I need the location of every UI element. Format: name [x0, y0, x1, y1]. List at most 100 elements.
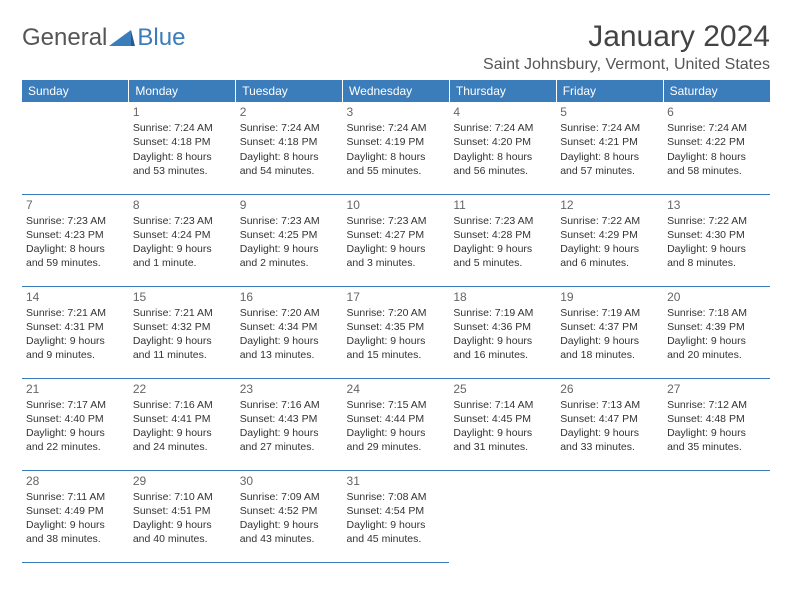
cell-line-d1: Daylight: 8 hours: [453, 150, 552, 164]
calendar-cell: [556, 470, 663, 562]
cell-line-ss: Sunset: 4:45 PM: [453, 412, 552, 426]
cell-line-d1: Daylight: 9 hours: [453, 334, 552, 348]
calendar-cell: 7Sunrise: 7:23 AMSunset: 4:23 PMDaylight…: [22, 194, 129, 286]
calendar-cell: 25Sunrise: 7:14 AMSunset: 4:45 PMDayligh…: [449, 378, 556, 470]
calendar-week-row: 21Sunrise: 7:17 AMSunset: 4:40 PMDayligh…: [22, 378, 770, 470]
cell-line-d1: Daylight: 8 hours: [133, 150, 232, 164]
cell-line-d1: Daylight: 9 hours: [240, 334, 339, 348]
cell-line-d1: Daylight: 9 hours: [347, 334, 446, 348]
cell-line-d1: Daylight: 8 hours: [667, 150, 766, 164]
cell-line-ss: Sunset: 4:48 PM: [667, 412, 766, 426]
cell-line-d2: and 15 minutes.: [347, 348, 446, 362]
day-number: 29: [133, 473, 232, 489]
day-number: 6: [667, 104, 766, 120]
day-number: 8: [133, 197, 232, 213]
calendar-cell: 13Sunrise: 7:22 AMSunset: 4:30 PMDayligh…: [663, 194, 770, 286]
cell-line-ss: Sunset: 4:40 PM: [26, 412, 125, 426]
day-number: 5: [560, 104, 659, 120]
day-number: 23: [240, 381, 339, 397]
cell-line-d1: Daylight: 8 hours: [347, 150, 446, 164]
cell-line-d1: Daylight: 9 hours: [240, 242, 339, 256]
cell-line-sr: Sunrise: 7:08 AM: [347, 490, 446, 504]
calendar-cell: 15Sunrise: 7:21 AMSunset: 4:32 PMDayligh…: [129, 286, 236, 378]
cell-line-sr: Sunrise: 7:21 AM: [133, 306, 232, 320]
cell-line-d2: and 9 minutes.: [26, 348, 125, 362]
calendar-cell: 20Sunrise: 7:18 AMSunset: 4:39 PMDayligh…: [663, 286, 770, 378]
cell-line-ss: Sunset: 4:19 PM: [347, 135, 446, 149]
calendar-cell: 8Sunrise: 7:23 AMSunset: 4:24 PMDaylight…: [129, 194, 236, 286]
day-number: 10: [347, 197, 446, 213]
header: General Blue January 2024 Saint Johnsbur…: [22, 20, 770, 74]
cell-line-ss: Sunset: 4:51 PM: [133, 504, 232, 518]
cell-line-ss: Sunset: 4:44 PM: [347, 412, 446, 426]
cell-line-ss: Sunset: 4:18 PM: [240, 135, 339, 149]
day-number: 9: [240, 197, 339, 213]
cell-line-ss: Sunset: 4:22 PM: [667, 135, 766, 149]
cell-line-d1: Daylight: 9 hours: [560, 242, 659, 256]
day-number: 19: [560, 289, 659, 305]
month-title: January 2024: [483, 20, 770, 54]
calendar-cell: 31Sunrise: 7:08 AMSunset: 4:54 PMDayligh…: [343, 470, 450, 562]
calendar-week-row: 7Sunrise: 7:23 AMSunset: 4:23 PMDaylight…: [22, 194, 770, 286]
cell-line-d1: Daylight: 9 hours: [667, 242, 766, 256]
cell-line-ss: Sunset: 4:39 PM: [667, 320, 766, 334]
day-number: 1: [133, 104, 232, 120]
day-header: Sunday: [22, 80, 129, 102]
cell-line-ss: Sunset: 4:23 PM: [26, 228, 125, 242]
cell-line-ss: Sunset: 4:52 PM: [240, 504, 339, 518]
cell-line-d2: and 55 minutes.: [347, 164, 446, 178]
calendar-cell: 17Sunrise: 7:20 AMSunset: 4:35 PMDayligh…: [343, 286, 450, 378]
cell-line-sr: Sunrise: 7:20 AM: [347, 306, 446, 320]
cell-line-ss: Sunset: 4:37 PM: [560, 320, 659, 334]
cell-line-d1: Daylight: 8 hours: [560, 150, 659, 164]
calendar-cell: 3Sunrise: 7:24 AMSunset: 4:19 PMDaylight…: [343, 102, 450, 194]
cell-line-ss: Sunset: 4:43 PM: [240, 412, 339, 426]
calendar-cell: 30Sunrise: 7:09 AMSunset: 4:52 PMDayligh…: [236, 470, 343, 562]
day-header-row: SundayMondayTuesdayWednesdayThursdayFrid…: [22, 80, 770, 102]
logo: General Blue: [22, 24, 185, 52]
calendar-cell: 5Sunrise: 7:24 AMSunset: 4:21 PMDaylight…: [556, 102, 663, 194]
cell-line-ss: Sunset: 4:34 PM: [240, 320, 339, 334]
cell-line-d1: Daylight: 9 hours: [667, 426, 766, 440]
cell-line-sr: Sunrise: 7:24 AM: [133, 121, 232, 135]
cell-line-sr: Sunrise: 7:15 AM: [347, 398, 446, 412]
day-number: 21: [26, 381, 125, 397]
cell-line-d1: Daylight: 9 hours: [133, 242, 232, 256]
cell-line-sr: Sunrise: 7:23 AM: [133, 214, 232, 228]
calendar-cell: 12Sunrise: 7:22 AMSunset: 4:29 PMDayligh…: [556, 194, 663, 286]
calendar-cell: 18Sunrise: 7:19 AMSunset: 4:36 PMDayligh…: [449, 286, 556, 378]
cell-line-ss: Sunset: 4:30 PM: [667, 228, 766, 242]
cell-line-d2: and 24 minutes.: [133, 440, 232, 454]
cell-line-d2: and 35 minutes.: [667, 440, 766, 454]
cell-line-d1: Daylight: 9 hours: [560, 426, 659, 440]
calendar-cell: 23Sunrise: 7:16 AMSunset: 4:43 PMDayligh…: [236, 378, 343, 470]
cell-line-sr: Sunrise: 7:10 AM: [133, 490, 232, 504]
cell-line-d1: Daylight: 8 hours: [26, 242, 125, 256]
cell-line-d2: and 57 minutes.: [560, 164, 659, 178]
logo-text-a: General: [22, 24, 107, 52]
cell-line-sr: Sunrise: 7:13 AM: [560, 398, 659, 412]
cell-line-sr: Sunrise: 7:12 AM: [667, 398, 766, 412]
cell-line-sr: Sunrise: 7:23 AM: [26, 214, 125, 228]
cell-line-sr: Sunrise: 7:18 AM: [667, 306, 766, 320]
cell-line-sr: Sunrise: 7:22 AM: [667, 214, 766, 228]
cell-line-d2: and 31 minutes.: [453, 440, 552, 454]
day-number: 18: [453, 289, 552, 305]
calendar-week-row: 1Sunrise: 7:24 AMSunset: 4:18 PMDaylight…: [22, 102, 770, 194]
day-number: 11: [453, 197, 552, 213]
cell-line-d1: Daylight: 9 hours: [453, 242, 552, 256]
cell-line-d2: and 27 minutes.: [240, 440, 339, 454]
cell-line-d1: Daylight: 9 hours: [240, 426, 339, 440]
cell-line-sr: Sunrise: 7:24 AM: [453, 121, 552, 135]
cell-line-sr: Sunrise: 7:19 AM: [453, 306, 552, 320]
cell-line-d2: and 3 minutes.: [347, 256, 446, 270]
calendar-cell: 24Sunrise: 7:15 AMSunset: 4:44 PMDayligh…: [343, 378, 450, 470]
day-number: 27: [667, 381, 766, 397]
cell-line-sr: Sunrise: 7:23 AM: [240, 214, 339, 228]
cell-line-ss: Sunset: 4:25 PM: [240, 228, 339, 242]
cell-line-sr: Sunrise: 7:14 AM: [453, 398, 552, 412]
cell-line-ss: Sunset: 4:54 PM: [347, 504, 446, 518]
cell-line-sr: Sunrise: 7:20 AM: [240, 306, 339, 320]
cell-line-ss: Sunset: 4:32 PM: [133, 320, 232, 334]
day-number: 30: [240, 473, 339, 489]
